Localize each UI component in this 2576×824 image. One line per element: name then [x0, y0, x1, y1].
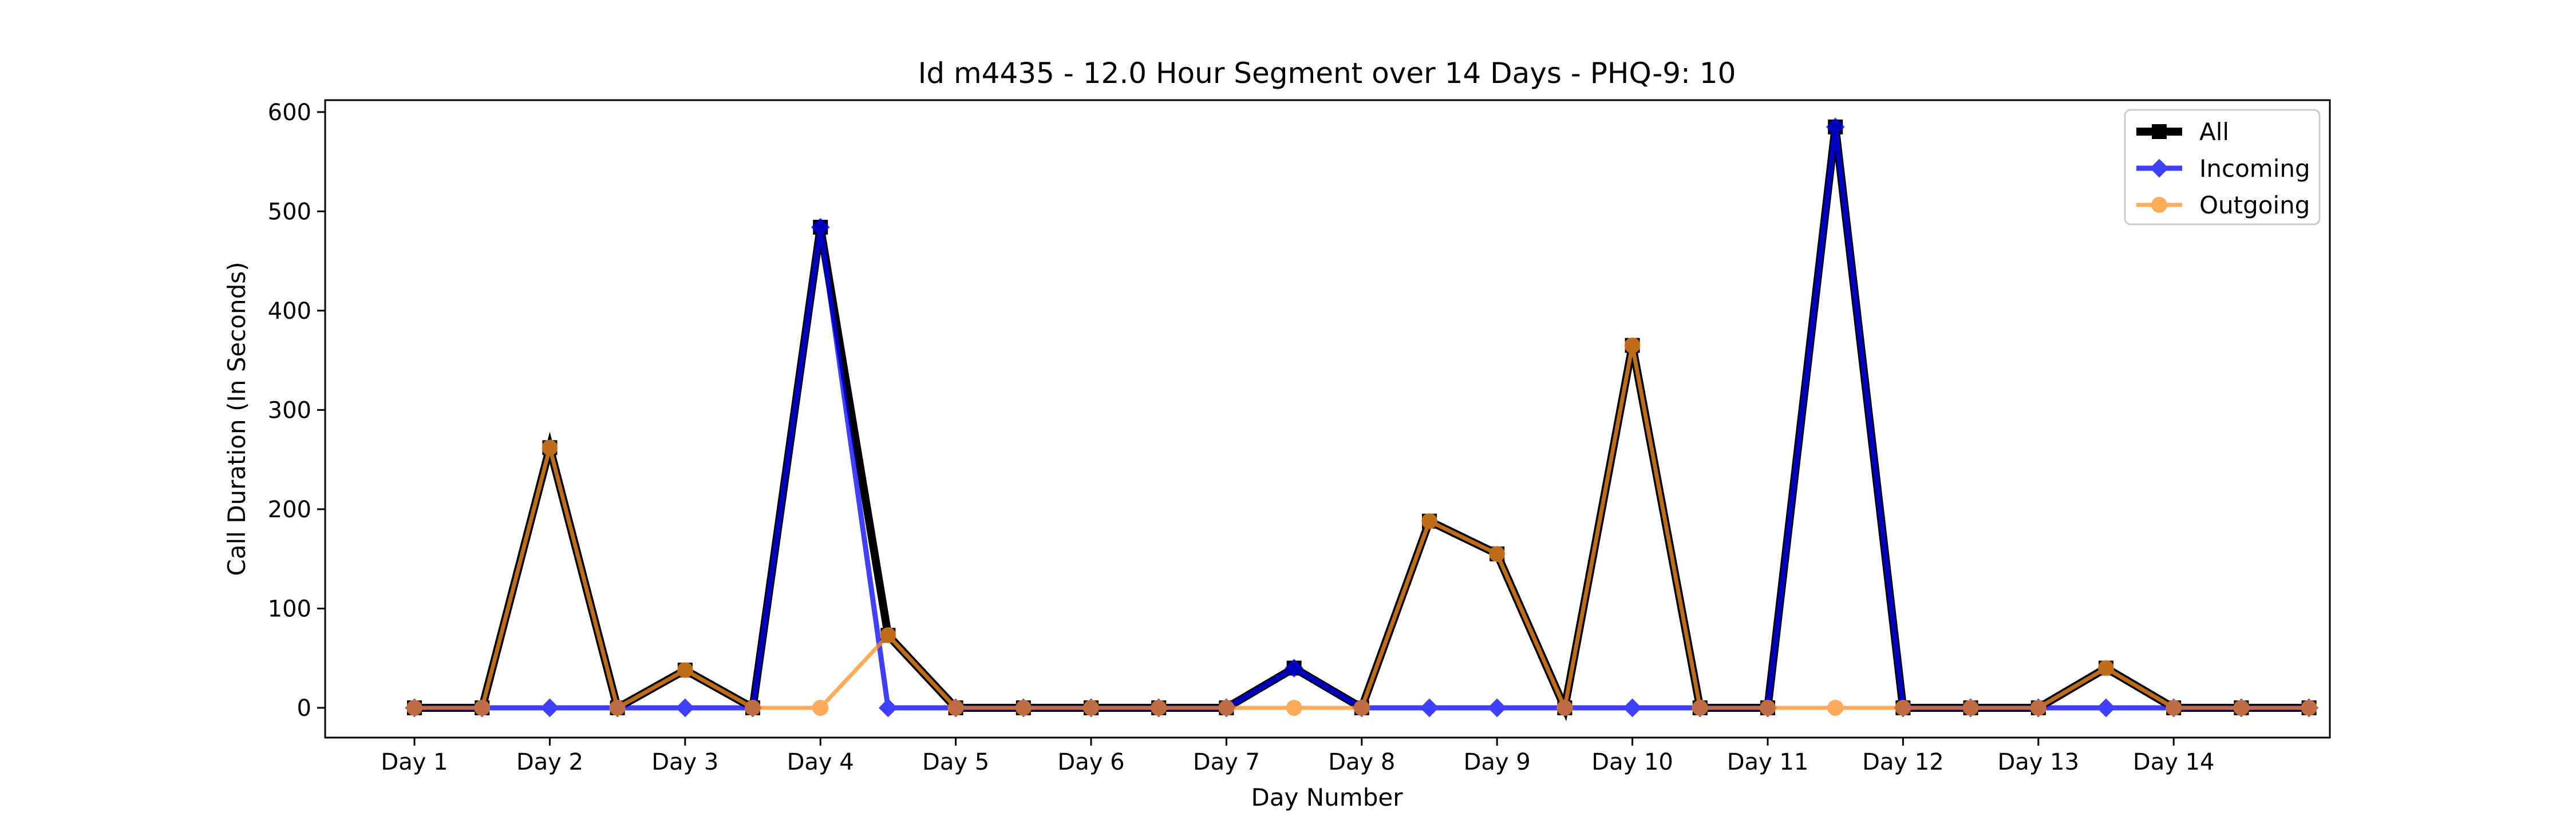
x-tick-label-11: Day 12: [1862, 749, 1944, 775]
y-tick-label-0: 0: [297, 695, 311, 722]
y-tick-label-5: 500: [268, 199, 311, 225]
data-point-1-15: [1420, 698, 1439, 718]
data-point-2-11: [1151, 699, 1167, 716]
data-point-2-17: [1556, 699, 1573, 716]
data-point-2-26: [2166, 699, 2182, 716]
data-point-1-16: [1487, 698, 1507, 718]
data-point-2-21: [1827, 699, 1844, 716]
data-point-1-7: [878, 698, 898, 718]
data-point-2-14: [1353, 699, 1370, 716]
data-point-2-9: [1015, 699, 1032, 716]
data-point-2-7: [880, 627, 896, 644]
legend-label-0: All: [2199, 118, 2229, 146]
x-tick-label-12: Day 13: [1997, 749, 2079, 775]
data-point-2-3: [609, 699, 626, 716]
data-point-2-23: [1962, 699, 1979, 716]
data-point-2-6: [812, 699, 829, 716]
data-point-1-13: [1285, 659, 1304, 678]
x-axis-label: Day Number: [1251, 783, 1403, 811]
data-point-2-25: [2098, 660, 2114, 676]
data-point-2-18: [1624, 337, 1641, 354]
x-tick-label-2: Day 3: [651, 749, 718, 775]
legend-item-0: [2136, 124, 2182, 139]
legend-marker-1: [2150, 159, 2169, 178]
y-tick-label-4: 400: [268, 298, 311, 324]
data-point-2-12: [1218, 699, 1235, 716]
data-point-1-4: [675, 698, 695, 718]
data-point-2-5: [745, 699, 761, 716]
data-point-2-24: [2030, 699, 2046, 716]
y-tick-label-2: 200: [268, 497, 311, 523]
x-tick-label-3: Day 4: [787, 749, 854, 775]
data-point-2-22: [1895, 699, 1911, 716]
data-point-2-19: [1692, 699, 1708, 716]
data-point-2-13: [1286, 699, 1302, 716]
data-point-1-6: [811, 217, 830, 237]
y-tick-label-3: 300: [268, 397, 311, 423]
data-point-2-0: [406, 699, 422, 716]
plot-area: [405, 117, 2319, 722]
data-point-1-2: [540, 698, 559, 718]
data-point-2-10: [1083, 699, 1099, 716]
x-tick-label-10: Day 11: [1727, 749, 1809, 775]
data-point-1-21: [1826, 117, 1845, 137]
legend-label-1: Incoming: [2199, 154, 2310, 183]
series-0: [407, 119, 2317, 722]
plot-frame: [324, 99, 2331, 739]
legend-frame: [2124, 109, 2321, 225]
data-point-2-28: [2301, 699, 2317, 716]
data-point-2-16: [1489, 545, 1506, 562]
x-tick-label-9: Day 10: [1591, 749, 1673, 775]
legend-marker-2: [2151, 197, 2167, 213]
legend-item-2: [2136, 197, 2182, 213]
data-point-2-4: [677, 662, 693, 679]
x-tick-label-4: Day 5: [922, 749, 989, 775]
legend: All Incoming Outgoing: [2124, 109, 2321, 225]
series-1: [405, 117, 2319, 718]
y-axis: 0 100 200 300 400 500 600: [268, 100, 325, 722]
y-tick-label-6: 600: [268, 100, 311, 126]
data-point-2-15: [1421, 513, 1437, 529]
chart-title: Id m4435 - 12.0 Hour Segment over 14 Day…: [918, 57, 1736, 90]
data-point-2-2: [542, 439, 558, 456]
x-tick-label-0: Day 1: [381, 749, 448, 775]
x-tick-label-5: Day 6: [1057, 749, 1124, 775]
series-line-1: [414, 126, 2309, 711]
data-point-2-8: [947, 699, 964, 716]
legend-item-1: [2136, 159, 2182, 178]
data-point-1-25: [2096, 698, 2116, 718]
data-point-1-18: [1623, 698, 1642, 718]
y-axis-label: Call Duration (In Seconds): [223, 262, 251, 576]
legend-marker-0: [2152, 124, 2167, 139]
legend-label-2: Outgoing: [2199, 191, 2310, 219]
x-tick-label-7: Day 8: [1328, 749, 1395, 775]
data-point-2-20: [1760, 699, 1776, 716]
x-tick-label-8: Day 9: [1464, 749, 1531, 775]
series-2: [406, 337, 2317, 716]
y-tick-label-1: 100: [268, 596, 311, 622]
data-point-2-1: [474, 699, 491, 716]
x-axis: Day 1 Day 2 Day 3 Day 4 Day 5 Day 6 Day 7 Day 8…: [381, 738, 2215, 775]
series-line-2: [414, 344, 2309, 715]
x-tick-label-1: Day 2: [516, 749, 583, 775]
data-point-2-27: [2233, 699, 2250, 716]
series-line-0: [414, 126, 2309, 722]
x-tick-label-6: Day 7: [1193, 749, 1260, 775]
x-tick-label-13: Day 14: [2133, 749, 2215, 775]
